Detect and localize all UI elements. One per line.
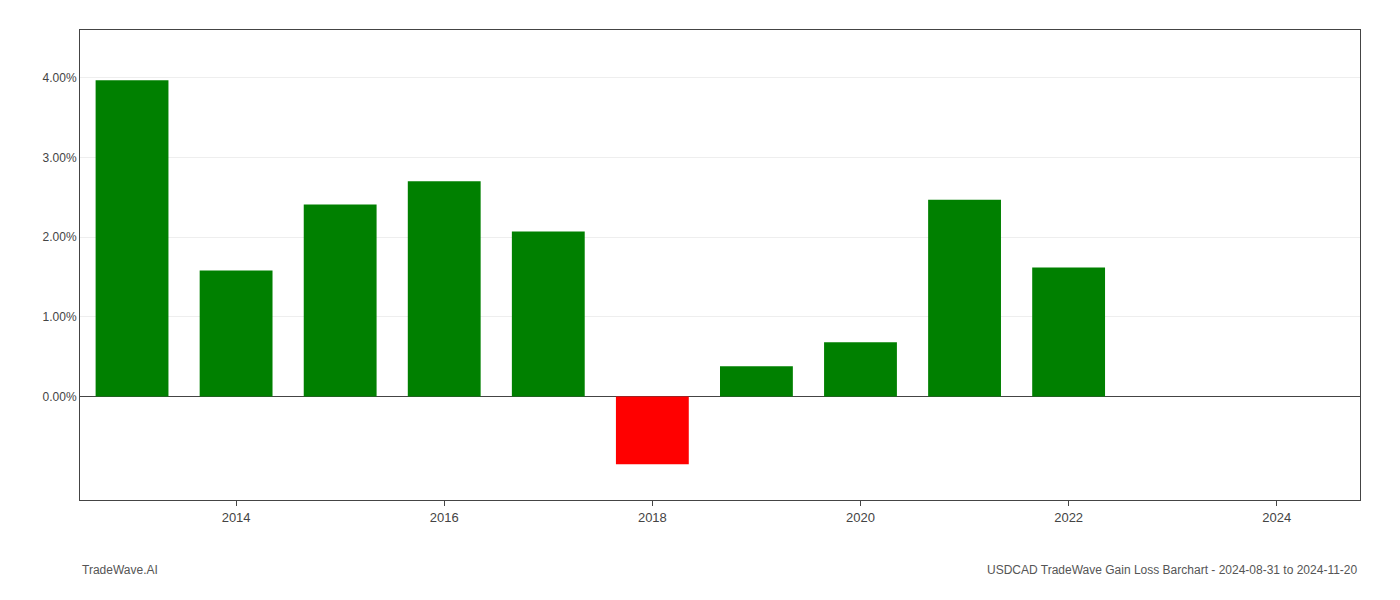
svg-text:2022: 2022 <box>1054 510 1083 525</box>
svg-text:0.00%: 0.00% <box>43 390 77 404</box>
svg-text:TradeWave.AI: TradeWave.AI <box>82 563 158 577</box>
svg-text:2016: 2016 <box>430 510 459 525</box>
svg-text:2024: 2024 <box>1262 510 1291 525</box>
svg-text:1.00%: 1.00% <box>43 310 77 324</box>
svg-text:USDCAD TradeWave Gain Loss Bar: USDCAD TradeWave Gain Loss Barchart - 20… <box>987 563 1358 577</box>
svg-text:2018: 2018 <box>638 510 667 525</box>
svg-text:2014: 2014 <box>222 510 251 525</box>
svg-text:2.00%: 2.00% <box>43 230 77 244</box>
svg-text:4.00%: 4.00% <box>43 71 77 85</box>
svg-text:2020: 2020 <box>846 510 875 525</box>
svg-text:3.00%: 3.00% <box>43 151 77 165</box>
